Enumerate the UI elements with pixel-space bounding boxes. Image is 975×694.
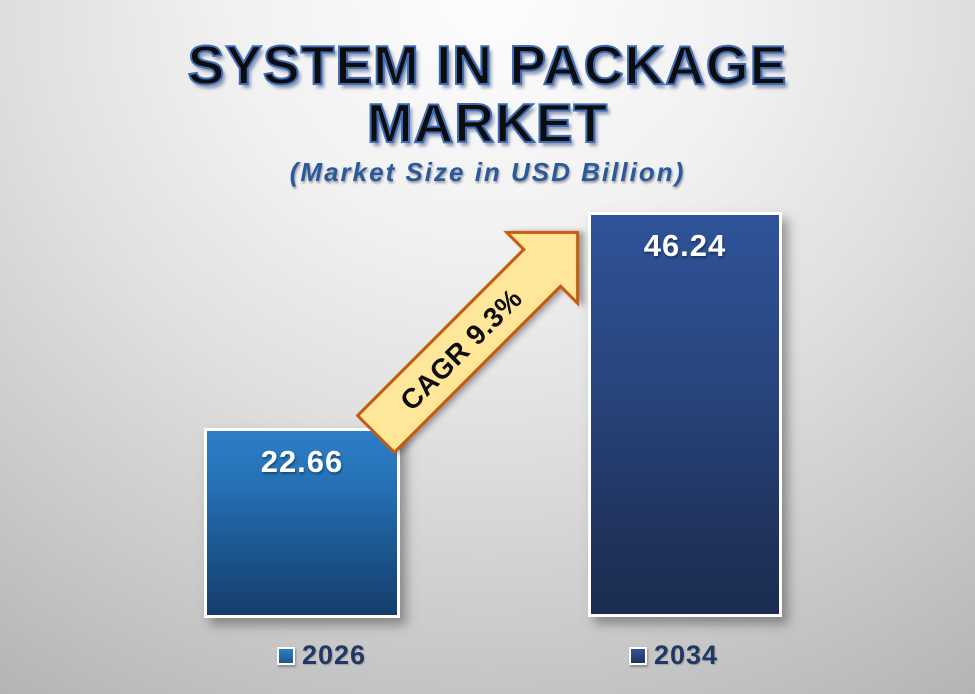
bar-2026-value-label: 22.66 (260, 444, 344, 479)
legend-label-2026: 2026 (302, 640, 367, 670)
bar-2026: 22.66 (204, 428, 400, 618)
legend-label-2034: 2034 (654, 640, 719, 670)
bar-2034: 46.24 (588, 212, 782, 617)
chart-title-line-2: MARKET (366, 92, 609, 154)
legend-item-2026: 2026 (277, 640, 366, 671)
legend-swatch-2026-icon (277, 646, 295, 665)
chart-title-line-1: SYSTEM IN PACKAGE (187, 34, 788, 96)
legend-item-2034: 2034 (629, 640, 718, 671)
cagr-label: CAGR 9.3% (394, 282, 528, 416)
legend-swatch-2034-icon (629, 646, 647, 665)
bar-2034-value-label: 46.24 (643, 228, 727, 263)
chart-subtitle: (Market Size in USD Billion) (289, 157, 686, 187)
title-block: SYSTEM IN PACKAGE MARKET (Market Size in… (0, 34, 975, 188)
